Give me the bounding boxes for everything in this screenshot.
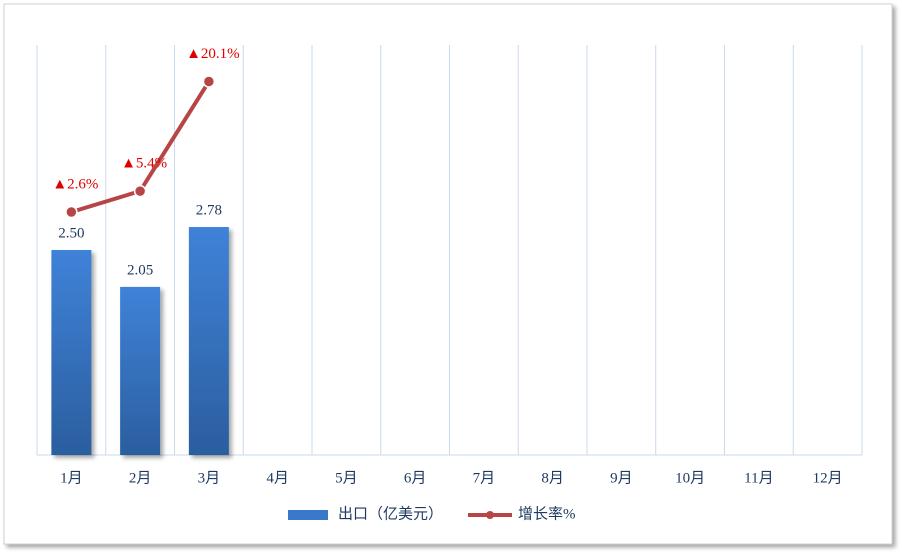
x-tick-label: 10月 [675,470,705,486]
x-tick-label: 4月 [266,470,289,486]
x-tick-label: 12月 [813,470,843,486]
line-value-label: ▲5.4% [121,156,167,172]
legend-swatch [288,510,328,520]
line-point [65,205,78,219]
x-tick-label: 7月 [473,470,496,486]
x-tick-label: 8月 [541,470,564,486]
bar-value-label: 2.05 [127,262,153,278]
bar-value-label: 2.78 [196,202,222,218]
x-tick-label: 9月 [610,470,633,486]
bar [188,227,229,455]
x-tick-label: 1月 [60,470,83,486]
line-point [133,184,147,198]
x-tick-label: 5月 [335,470,358,486]
bar [120,286,161,455]
x-tick-label: 11月 [744,470,773,486]
line-point [202,75,216,88]
x-tick-label: 6月 [404,470,427,486]
x-tick-label: 3月 [198,470,221,486]
legend-swatch-marker [486,511,495,519]
plot-area: 1月 2月 3月 4月 5月 6月 7月 8月 9月 10月 11月 12月 2.50 2.05 2.78 ▲… [36,45,863,486]
legend-label: 增长率% [518,505,576,522]
bar-value-label: 2.50 [58,225,84,241]
legend-label: 出口（亿美元） [338,505,443,522]
line-value-label: ▲20.1% [186,46,240,62]
bar [51,250,92,455]
x-tick-label: 2月 [129,470,152,486]
line-value-label: ▲2.6% [52,176,98,192]
